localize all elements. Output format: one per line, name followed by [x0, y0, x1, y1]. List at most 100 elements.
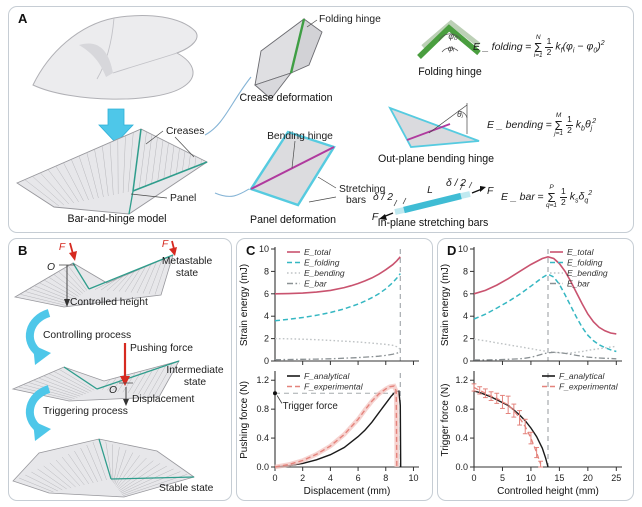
- svg-text:E_bar: E_bar: [304, 279, 328, 289]
- displacement-arrowhead: [123, 399, 129, 406]
- pushing-force-arrowhead: [120, 376, 130, 386]
- creases-label: Creases: [166, 126, 204, 137]
- svg-text:15: 15: [554, 473, 564, 483]
- theta-label: θⱼ: [457, 109, 464, 119]
- stable-state-label: Stable state: [159, 483, 214, 494]
- svg-text:E_folding: E_folding: [567, 258, 603, 268]
- svg-text:10: 10: [259, 244, 269, 254]
- svg-text:F_analytical: F_analytical: [559, 371, 605, 381]
- svg-text:2: 2: [264, 334, 269, 344]
- svg-text:Displacement (mm): Displacement (mm): [304, 486, 391, 497]
- folding-hinge-icon: [417, 19, 481, 59]
- displacement-label: Displacement: [132, 394, 195, 405]
- svg-text:0.8: 0.8: [256, 404, 269, 414]
- force-arrowhead: [69, 251, 77, 261]
- delta-left-label: δ / 2: [373, 192, 393, 203]
- strain-energy-vs-height-chart: 0 2 4 6 8 10 Strain energy (mJ) E_totalE_foldin…: [440, 244, 622, 366]
- svg-text:4: 4: [463, 311, 468, 321]
- svg-text:10: 10: [458, 244, 468, 254]
- eq-lhs: E _ folding: [473, 41, 523, 54]
- stretching-bars-label-1: Stretching: [339, 184, 386, 195]
- svg-text:0.8: 0.8: [455, 404, 468, 414]
- panel-deformation-caption: Panel deformation: [250, 214, 336, 226]
- crease-deformation-plate: [254, 17, 323, 100]
- controlling-arrowhead: [33, 345, 51, 365]
- panel-d: D 0 2 4 6 8 10 Strain energy (mJ) E_total E_fold…: [437, 238, 634, 501]
- svg-text:0.4: 0.4: [256, 433, 269, 443]
- panel-a-label: A: [18, 11, 28, 26]
- down-arrow-icon: [98, 108, 134, 144]
- bending-hinge-icon: [388, 103, 480, 148]
- pushing-force-vs-displacement-chart: 0.0 0.4 0.8 1.2 0 2 4 6 8 10 Pushing force (N) Disp…: [239, 371, 419, 497]
- metastable-label-1: Metastable: [162, 256, 213, 267]
- svg-text:E_bending: E_bending: [567, 268, 608, 278]
- svg-text:Strain energy (mJ): Strain energy (mJ): [440, 264, 451, 346]
- eq-lhs: E _ bar: [501, 191, 535, 204]
- intermediate-label-2: state: [184, 377, 207, 388]
- svg-text:0.4: 0.4: [455, 433, 468, 443]
- svg-text:F_analytical: F_analytical: [304, 371, 350, 381]
- svg-text:8: 8: [383, 473, 388, 483]
- controlling-process-label: Controlling process: [43, 330, 131, 341]
- svg-text:6: 6: [463, 289, 468, 299]
- svg-text:E_total: E_total: [567, 247, 595, 257]
- svg-text:F_experimental: F_experimental: [304, 382, 364, 392]
- panel-c-label: C: [246, 243, 256, 258]
- stretching-bars-label-2: bars: [346, 195, 366, 206]
- svg-text:8: 8: [264, 266, 269, 276]
- pushing-force-label: Pushing force: [130, 343, 193, 354]
- force-label-1: F: [59, 242, 66, 253]
- connector-curve: [204, 76, 252, 136]
- svg-text:2: 2: [463, 334, 468, 344]
- panel-b-illustration: F F O Controlled height Metastable state…: [11, 239, 224, 498]
- svg-text:10: 10: [526, 473, 536, 483]
- svg-text:4: 4: [264, 311, 269, 321]
- force-arrowhead: [169, 247, 177, 256]
- folding-hinge-caption: Folding hinge: [418, 66, 482, 78]
- panel-a-illustration: Folding hinge Crease deformation Creases…: [16, 14, 494, 229]
- controlled-height-label: Controlled height: [70, 297, 148, 308]
- stretching-bar-icon: [379, 181, 486, 220]
- bar-and-hinge-mesh: [16, 128, 208, 215]
- svg-text:2: 2: [300, 473, 305, 483]
- svg-text:8: 8: [463, 266, 468, 276]
- panel-c: C 0 2 4 6 8 10 Strain energy (mJ) E_total E_fold…: [236, 238, 433, 501]
- bar-length-label: L: [427, 185, 433, 196]
- svg-text:E_bending: E_bending: [304, 268, 345, 278]
- delta-right-label: δ / 2: [446, 178, 466, 189]
- svg-text:Strain energy (mJ): Strain energy (mJ): [239, 264, 250, 346]
- svg-text:1.2: 1.2: [256, 375, 269, 385]
- origin-label-2: O: [109, 385, 117, 396]
- svg-text:E_folding: E_folding: [304, 258, 340, 268]
- svg-text:4: 4: [328, 473, 333, 483]
- stable-mesh: [12, 438, 195, 498]
- svg-text:1.2: 1.2: [455, 375, 468, 385]
- svg-text:0.0: 0.0: [455, 462, 468, 472]
- svg-text:0.0: 0.0: [256, 462, 269, 472]
- trigger-force-vs-height-chart: 0.0 0.4 0.8 1.2 0 5 10 15 20 25 Trigger force (N) C…: [440, 371, 622, 497]
- svg-text:0: 0: [272, 473, 277, 483]
- svg-text:20: 20: [583, 473, 593, 483]
- strain-energy-vs-displacement-chart: 0 2 4 6 8 10 Strain energy (mJ) E_totalE_foldin…: [239, 244, 419, 366]
- panel-deformation-plate: [249, 130, 336, 207]
- crease-deformation-caption: Crease deformation: [239, 92, 332, 104]
- svg-text:Trigger force: Trigger force: [283, 401, 339, 412]
- bar-and-hinge-caption: Bar-and-hinge model: [68, 213, 167, 225]
- metastable-mesh: [13, 254, 174, 308]
- svg-text:25: 25: [611, 473, 621, 483]
- phii-label: φᵢ: [448, 43, 456, 53]
- bending-hinge-label: Bending hinge: [267, 131, 333, 142]
- triggering-process-label: Triggering process: [43, 406, 128, 417]
- svg-text:5: 5: [500, 473, 505, 483]
- force-left-label: F: [372, 212, 379, 223]
- svg-text:10: 10: [408, 473, 418, 483]
- phi0-label: φ₀: [448, 31, 458, 41]
- eq-lhs: E _ bending: [487, 119, 544, 132]
- svg-text:6: 6: [264, 289, 269, 299]
- svg-text:6: 6: [356, 473, 361, 483]
- panel-b: B: [8, 238, 232, 501]
- controlled-height-arrowhead: [64, 299, 70, 307]
